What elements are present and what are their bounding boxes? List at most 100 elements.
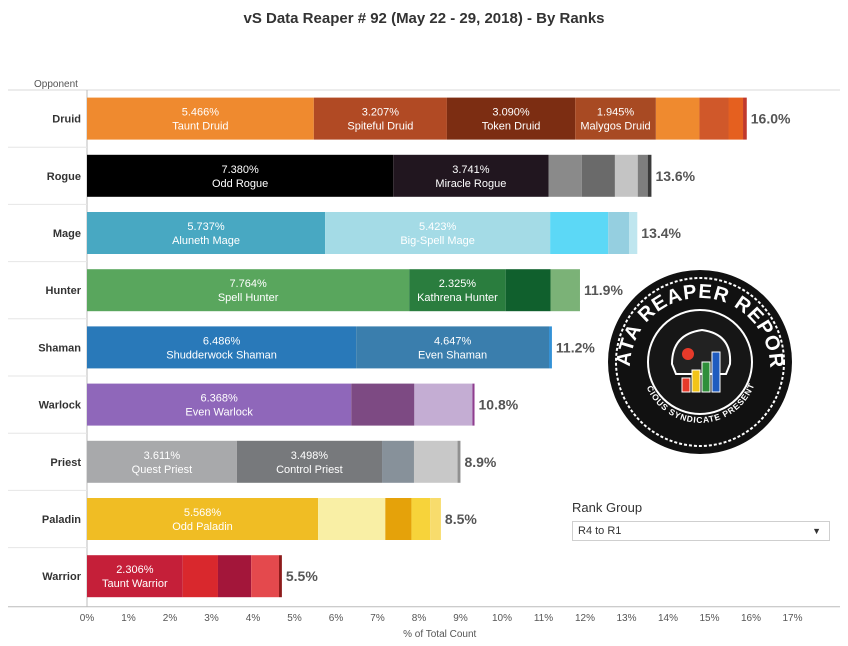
- bar-segment: [472, 383, 475, 426]
- rank-group-select[interactable]: R4 to R1 ▼: [572, 521, 830, 541]
- bar-segment: [628, 212, 638, 254]
- logo-bar-chart-icon: [681, 351, 721, 393]
- bar-value-label: 1.945%: [597, 107, 635, 119]
- bar-segment: [87, 555, 183, 598]
- x-tick-label: 3%: [204, 613, 219, 624]
- bar-segment: [87, 326, 357, 369]
- category-label: Warlock: [39, 400, 82, 412]
- x-tick-label: 4%: [246, 613, 261, 624]
- bar-segment: [608, 212, 629, 254]
- bar-segment: [87, 212, 326, 254]
- bar-segment: [550, 212, 609, 254]
- bar-segment: [575, 97, 656, 140]
- bar-segment: [614, 154, 638, 197]
- category-label: Rogue: [47, 171, 81, 183]
- x-tick-label: 6%: [329, 613, 344, 624]
- bar-segment: [382, 440, 414, 483]
- bar-total-label: 16.0%: [751, 111, 791, 127]
- bar-archetype-label: Even Shaman: [418, 349, 487, 361]
- bar-segment: [217, 555, 252, 598]
- category-label: Warrior: [42, 571, 81, 583]
- category-label: Shaman: [38, 342, 81, 354]
- bar-value-label: 2.325%: [439, 278, 477, 290]
- bar-archetype-label: Shudderwock Shaman: [166, 349, 277, 361]
- bar-segment: [393, 154, 549, 197]
- bar-value-label: 6.368%: [200, 393, 238, 405]
- logo-bar: [701, 361, 711, 393]
- bar-value-label: 5.466%: [182, 107, 220, 119]
- x-tick-label: 10%: [492, 613, 512, 624]
- bar-segment: [182, 555, 218, 598]
- bar-total-label: 13.6%: [655, 168, 695, 184]
- bar-total-label: 8.5%: [445, 511, 477, 527]
- bar-archetype-label: Control Priest: [276, 464, 343, 476]
- bar-segment: [647, 154, 652, 197]
- x-tick-label: 16%: [741, 613, 761, 624]
- bar-segment: [87, 383, 352, 426]
- chevron-down-icon: ▼: [812, 526, 821, 536]
- bar-segment: [430, 498, 441, 540]
- bar-archetype-label: Malygos Druid: [580, 121, 650, 133]
- bar-value-label: 7.764%: [229, 278, 267, 290]
- bar-segment: [699, 97, 729, 140]
- bar-archetype-label: Odd Paladin: [172, 521, 233, 533]
- logo-bar: [681, 377, 691, 393]
- x-tick-label: 5%: [287, 613, 302, 624]
- bar-segment: [87, 440, 237, 483]
- x-tick-label: 11%: [534, 613, 553, 624]
- category-label: Paladin: [42, 514, 81, 526]
- bar-total-label: 5.5%: [286, 568, 318, 584]
- bar-segment: [411, 498, 431, 540]
- x-tick-label: 0%: [80, 613, 95, 624]
- chart-title: vS Data Reaper # 92 (May 22 - 29, 2018) …: [243, 10, 605, 27]
- bar-archetype-label: Miracle Rogue: [435, 178, 506, 190]
- x-tick-label: 17%: [782, 613, 802, 624]
- bar-archetype-label: Odd Rogue: [212, 178, 268, 190]
- x-tick-label: 9%: [453, 613, 468, 624]
- bar-value-label: 5.568%: [184, 507, 222, 519]
- bar-archetype-label: Big-Spell Mage: [400, 235, 475, 247]
- bar-archetype-label: Token Druid: [482, 121, 541, 133]
- rank-group-filter: Rank Group R4 to R1 ▼: [572, 500, 830, 541]
- bar-segment: [550, 269, 580, 312]
- bar-segment: [325, 212, 551, 254]
- bar-archetype-label: Even Warlock: [185, 407, 253, 419]
- bar-archetype-label: Taunt Warrior: [102, 578, 168, 590]
- x-tick-label: 8%: [412, 613, 427, 624]
- bar-archetype-label: Quest Priest: [132, 464, 193, 476]
- bar-segment: [581, 154, 615, 197]
- bar-segment: [414, 383, 473, 426]
- bar-value-label: 3.498%: [291, 450, 329, 462]
- bar-value-label: 2.306%: [116, 564, 154, 576]
- x-tick-label: 1%: [121, 613, 136, 624]
- bar-archetype-label: Spell Hunter: [218, 292, 279, 304]
- category-label: Priest: [50, 457, 81, 469]
- rank-group-selected-value: R4 to R1: [578, 525, 622, 537]
- bar-archetype-label: Aluneth Mage: [172, 235, 240, 247]
- bar-archetype-label: Taunt Druid: [172, 121, 228, 133]
- bar-segment: [743, 97, 747, 140]
- bar-segment: [318, 498, 386, 540]
- x-tick-label: 14%: [658, 613, 678, 624]
- bar-archetype-label: Kathrena Hunter: [417, 292, 498, 304]
- bar-archetype-label: Spiteful Druid: [347, 121, 413, 133]
- bar-segment: [457, 440, 461, 483]
- bar-total-label: 10.8%: [479, 397, 519, 413]
- bar-segment: [385, 498, 412, 540]
- x-tick-label: 13%: [616, 613, 636, 624]
- bar-value-label: 5.737%: [187, 221, 225, 233]
- bar-segment: [413, 440, 458, 483]
- x-tick-label: 7%: [370, 613, 385, 624]
- bar-total-label: 11.9%: [584, 282, 623, 298]
- bar-value-label: 3.741%: [452, 164, 490, 176]
- bar-segment: [236, 440, 383, 483]
- bar-value-label: 5.423%: [419, 221, 457, 233]
- bar-total-label: 8.9%: [464, 454, 496, 470]
- bar-segment: [313, 97, 447, 140]
- bar-segment: [251, 555, 279, 598]
- bar-value-label: 3.090%: [492, 107, 530, 119]
- bar-segment: [446, 97, 576, 140]
- logo-bar: [711, 351, 721, 393]
- bar-segment: [409, 269, 506, 312]
- bar-segment: [351, 383, 415, 426]
